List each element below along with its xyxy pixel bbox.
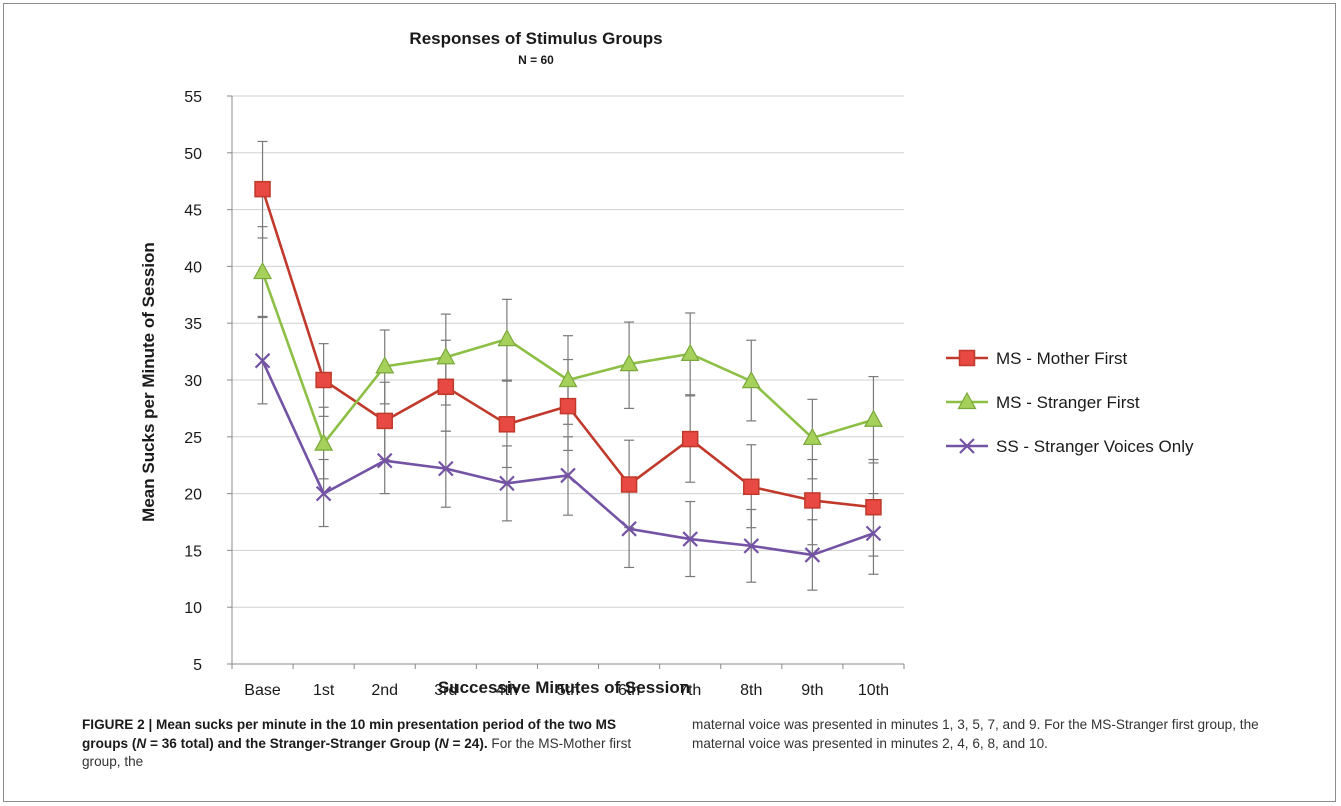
y-tick-label: 50 xyxy=(184,146,202,163)
x-tick-label: 7th xyxy=(679,682,701,699)
caption-n1-rest: = 36 total) and the Stranger-Stranger Gr… xyxy=(146,735,439,751)
data-point xyxy=(743,538,760,554)
data-point xyxy=(253,261,273,280)
data-point xyxy=(558,369,578,388)
legend-label: MS - Mother First xyxy=(996,349,1128,368)
y-tick-label: 30 xyxy=(184,373,202,390)
x-tick-label: 6th xyxy=(618,682,640,699)
y-tick-label: 55 xyxy=(184,89,202,106)
data-point xyxy=(314,433,334,451)
x-tick-label: Base xyxy=(244,682,281,699)
data-point xyxy=(802,427,822,446)
data-point xyxy=(681,430,699,448)
data-point xyxy=(315,485,332,502)
data-point xyxy=(376,452,393,469)
chart: Responses of Stimulus Groups N = 60 5 10 1… xyxy=(139,29,1194,699)
data-point xyxy=(254,352,271,369)
data-point xyxy=(375,356,395,374)
x-tick-label: 2nd xyxy=(371,682,398,699)
data-point xyxy=(680,343,700,361)
data-point xyxy=(804,547,821,563)
y-tick-label: 20 xyxy=(184,487,202,504)
x-tick-label: 4th xyxy=(496,682,518,699)
y-tick-label: 10 xyxy=(184,600,202,617)
data-point xyxy=(865,498,882,516)
legend-marker xyxy=(959,438,975,454)
caption-n1: N xyxy=(136,735,147,751)
data-point xyxy=(499,475,515,492)
legend-marker xyxy=(958,349,976,367)
x-tick-label: 1st xyxy=(313,682,335,699)
caption-text-left: For the MS-Mother first group, the xyxy=(82,735,632,770)
data-point xyxy=(498,416,516,433)
data-point xyxy=(865,525,882,542)
y-tick-label: 35 xyxy=(184,316,202,333)
x-tick-label: 9th xyxy=(801,682,823,699)
caption-left-column: FIGURE 2 | Mean sucks per minute in the … xyxy=(82,716,652,772)
data-point xyxy=(804,492,821,509)
x-tick-label: 3rd xyxy=(434,682,457,699)
data-point xyxy=(376,412,393,430)
legend-marker xyxy=(957,391,977,410)
caption-text-right: maternal voice was presented in minutes … xyxy=(692,717,1259,751)
y-tick-label: 25 xyxy=(184,430,202,447)
data-point xyxy=(497,328,517,347)
chart-title: Responses of Stimulus Groups xyxy=(409,29,662,48)
chart-subtitle: N = 60 xyxy=(518,53,554,67)
caption-n2-rest: = 24) xyxy=(448,735,484,751)
caption-n2: N xyxy=(438,735,449,751)
data-point xyxy=(621,521,637,537)
data-point xyxy=(254,180,271,198)
y-tick-label: 15 xyxy=(184,543,202,560)
caption-label: FIGURE 2 | Mean sucks per minute in the … xyxy=(82,717,617,751)
figure-frame xyxy=(3,3,1336,802)
caption-right-column: maternal voice was presented in minutes … xyxy=(692,716,1262,772)
data-point xyxy=(436,347,456,365)
y-tick-label: 40 xyxy=(184,259,202,276)
data-point xyxy=(743,478,760,496)
data-point xyxy=(741,370,761,389)
x-tick-label: 5th xyxy=(557,682,579,699)
y-tick-label: 5 xyxy=(193,657,202,674)
legend: MS - Mother First MS - Stranger First SS -… xyxy=(946,349,1194,456)
data-point xyxy=(863,409,883,427)
data-point xyxy=(438,460,454,477)
legend-label: SS - Stranger Voices Only xyxy=(996,437,1194,456)
figure-caption: FIGURE 2 | Mean sucks per minute in the … xyxy=(82,716,1262,772)
x-axis-label: Successive Minutes of Session xyxy=(438,678,690,697)
data-point xyxy=(560,467,576,484)
caption-bold-end: . xyxy=(483,735,488,751)
data-point xyxy=(619,353,639,372)
data-point xyxy=(620,476,638,493)
plot-area: 5 10 15 20 25 30 35 40 45 50 55 Base 1st 2nd 3rd 4th 5th… xyxy=(184,89,905,699)
data-point xyxy=(682,531,698,547)
data-point xyxy=(559,397,577,415)
data-point xyxy=(437,378,455,396)
x-tick-label: 10th xyxy=(858,682,889,699)
x-tick-label: 8th xyxy=(740,682,762,699)
data-point xyxy=(315,371,332,389)
y-axis-label: Mean Sucks per Minute of Session xyxy=(139,242,158,522)
y-tick-label: 45 xyxy=(184,203,202,220)
legend-label: MS - Stranger First xyxy=(996,393,1140,412)
